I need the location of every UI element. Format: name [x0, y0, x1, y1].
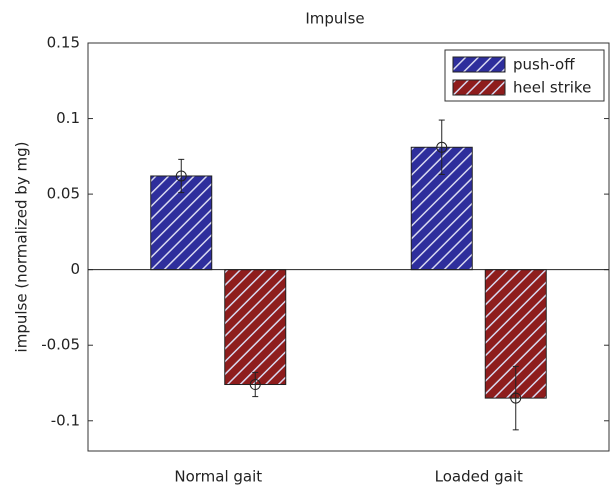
legend-swatch: [452, 56, 506, 73]
y-tick-label: -0.05: [41, 336, 80, 354]
y-tick-label: 0.05: [47, 185, 80, 203]
mean-marker: [436, 141, 448, 153]
mean-marker: [510, 392, 522, 404]
bar: [224, 269, 287, 386]
y-tick-label: 0.15: [47, 34, 80, 52]
x-tick-label: Loaded gait: [435, 468, 523, 486]
legend-label: heel strike: [513, 79, 591, 97]
y-tick-label: 0: [70, 260, 80, 278]
y-tick-label: -0.1: [51, 411, 80, 429]
chart-title: Impulse: [305, 10, 364, 28]
plot-frame: [87, 42, 610, 452]
legend-swatch: [452, 79, 506, 96]
mean-marker: [175, 170, 187, 182]
y-tick-label: 0.1: [56, 109, 80, 127]
mean-marker: [249, 379, 261, 391]
x-tick-label: Normal gait: [174, 468, 262, 486]
y-axis-label: impulse (normalized by mg): [13, 142, 31, 353]
legend-label: push-off: [513, 56, 575, 74]
